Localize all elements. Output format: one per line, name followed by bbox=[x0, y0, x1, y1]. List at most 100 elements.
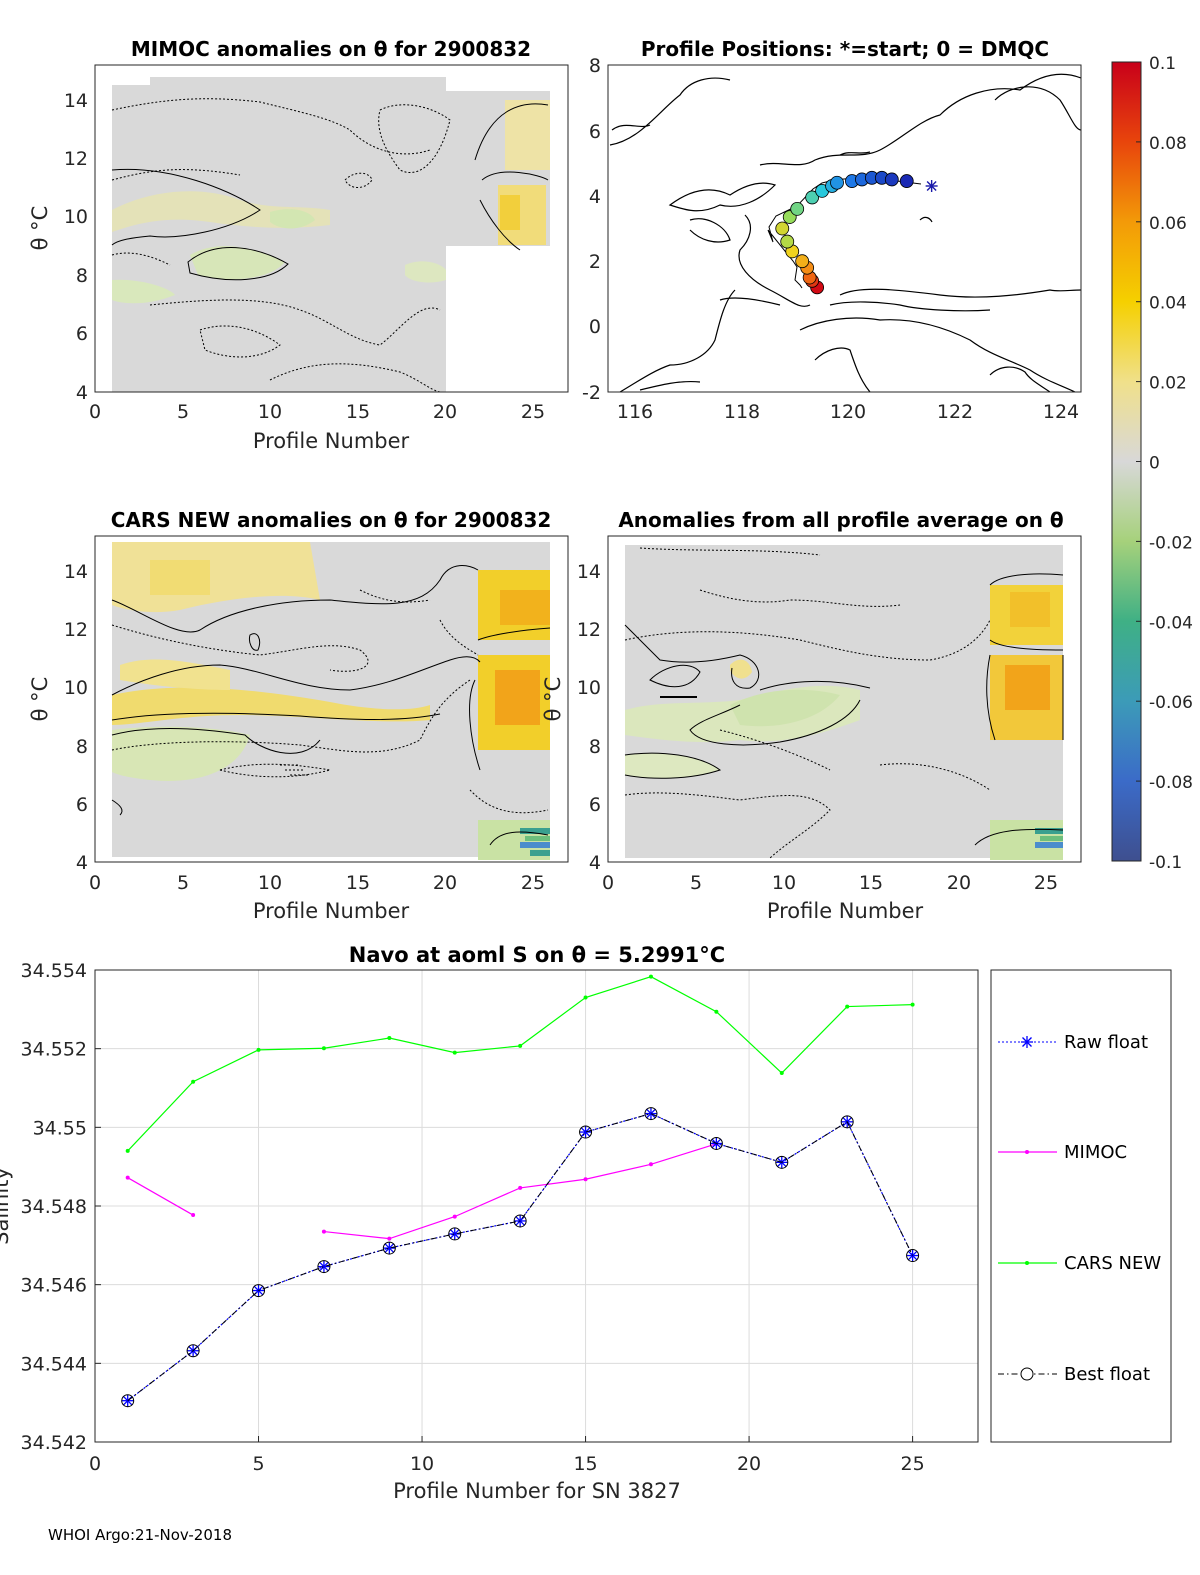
salinity-ytick-label: 34.548 bbox=[21, 1196, 87, 1218]
allprof-xticks: 0 5 10 15 20 25 bbox=[602, 872, 1058, 894]
mimoc-ytick: 8 bbox=[76, 265, 88, 287]
positions-ytick: 0 bbox=[589, 316, 601, 338]
cars-xtick: 10 bbox=[258, 872, 282, 894]
data-point-cars-new bbox=[714, 1009, 719, 1014]
mimoc-ylabel: θ °C bbox=[28, 206, 52, 251]
cars-axes-box bbox=[94, 535, 569, 863]
allprof-xtick: 0 bbox=[602, 872, 614, 894]
legend-label-mimoc: MIMOC bbox=[1064, 1142, 1127, 1163]
allprof-xtick: 25 bbox=[1034, 872, 1058, 894]
profile-position-marker bbox=[899, 174, 914, 188]
allprof-xtick: 20 bbox=[947, 872, 971, 894]
cars-ytick: 14 bbox=[64, 561, 88, 583]
cars-xlabel: Profile Number bbox=[253, 899, 410, 923]
salinity-xlabel: Profile Number for SN 3827 bbox=[393, 1479, 681, 1503]
legend-item-best-float: Best float bbox=[998, 1364, 1150, 1385]
allprof-ytick: 8 bbox=[589, 736, 601, 758]
positions-ytick: 8 bbox=[589, 55, 601, 77]
legend-label-best-float: Best float bbox=[1064, 1364, 1150, 1385]
colorbar-tick-label: -0.04 bbox=[1149, 613, 1193, 633]
data-point-best-float bbox=[775, 1155, 789, 1169]
cars-contours bbox=[111, 565, 551, 846]
series-line-best-float bbox=[127, 1113, 914, 1402]
profile-position-marker bbox=[805, 190, 820, 205]
data-point-cars-new bbox=[452, 1050, 457, 1055]
data-point-cars-new bbox=[779, 1071, 784, 1076]
data-point-mimoc bbox=[321, 1229, 326, 1234]
salinity-xtick-label: 5 bbox=[252, 1453, 264, 1475]
legend-item-mimoc: MIMOC bbox=[998, 1142, 1127, 1163]
salinity-ytick-label: 34.552 bbox=[21, 1039, 87, 1061]
mimoc-xtick: 15 bbox=[346, 401, 370, 423]
mimoc-panel: 0 5 10 15 20 25 4 6 8 10 12 14 MIMOC ano… bbox=[28, 37, 569, 453]
cars-ytick: 12 bbox=[64, 619, 88, 641]
circle-marker-icon bbox=[1020, 1367, 1034, 1381]
legend-box bbox=[990, 969, 1172, 1443]
data-point-cars-new bbox=[583, 995, 588, 1000]
data-point-cars-new bbox=[125, 1148, 130, 1153]
salinity-ytick-label: 34.542 bbox=[21, 1432, 87, 1454]
positions-ytick: 6 bbox=[589, 121, 601, 143]
salinity-ytick-label: 34.546 bbox=[21, 1275, 87, 1297]
mimoc-ytick: 12 bbox=[64, 148, 88, 170]
dot-marker-icon bbox=[1025, 1261, 1029, 1265]
colorbar-tick-label: -0.02 bbox=[1149, 533, 1193, 553]
data-point-cars-new bbox=[387, 1036, 392, 1041]
cars-xtick: 15 bbox=[346, 872, 370, 894]
mimoc-ytick: 6 bbox=[76, 323, 88, 345]
data-point-raw-float bbox=[448, 1227, 461, 1240]
data-point-best-float bbox=[906, 1249, 920, 1263]
salinity-legend: Raw float MIMOC CARS NEW Best float bbox=[990, 969, 1172, 1443]
data-point-raw-float bbox=[383, 1242, 396, 1255]
mimoc-xtick: 5 bbox=[177, 401, 189, 423]
mimoc-xtick: 0 bbox=[89, 401, 101, 423]
cars-heatmap bbox=[112, 542, 550, 860]
data-point-cars-new bbox=[321, 1046, 326, 1051]
salinity-xtick-label: 15 bbox=[573, 1453, 597, 1475]
data-point-mimoc bbox=[648, 1162, 653, 1167]
salinity-xtick-label: 25 bbox=[900, 1453, 924, 1475]
profile-position-marker bbox=[775, 221, 790, 236]
cars-ytick: 8 bbox=[76, 736, 88, 758]
data-point-mimoc bbox=[125, 1175, 130, 1180]
positions-plot-area bbox=[608, 65, 1081, 392]
positions-ytick: -2 bbox=[582, 382, 601, 404]
allprof-xtick: 10 bbox=[772, 872, 796, 894]
allprof-ylabel: θ °C bbox=[541, 677, 565, 722]
mimoc-xtick: 20 bbox=[433, 401, 457, 423]
cars-ytick: 4 bbox=[76, 852, 88, 874]
allprof-ytick: 4 bbox=[589, 852, 601, 874]
colorbar-ticks: 0.1 0.08 0.06 0.04 0.02 0 -0.02 -0.04 -0.06 -0.08… bbox=[1136, 54, 1193, 873]
data-point-mimoc bbox=[452, 1214, 457, 1219]
mimoc-xticks: 0 5 10 15 20 25 bbox=[89, 401, 545, 423]
salinity-series bbox=[121, 974, 920, 1408]
cars-xticks: 0 5 10 15 20 25 bbox=[89, 872, 545, 894]
mimoc-yticks: 4 6 8 10 12 14 bbox=[64, 90, 88, 404]
data-point-best-float bbox=[513, 1214, 527, 1228]
allprof-yticks: 4 6 8 10 12 14 bbox=[577, 561, 601, 874]
salinity-ylabel: Salinity bbox=[0, 1167, 13, 1245]
allprof-title: Anomalies from all profile average on θ bbox=[618, 508, 1063, 532]
mimoc-axes-box bbox=[94, 64, 569, 393]
data-point-cars-new bbox=[648, 974, 653, 979]
cars-xtick: 0 bbox=[89, 872, 101, 894]
profile-position-marker bbox=[780, 234, 795, 249]
mimoc-title: MIMOC anomalies on θ for 2900832 bbox=[131, 37, 531, 61]
cars-ytick: 10 bbox=[64, 677, 88, 699]
data-point-cars-new bbox=[191, 1079, 196, 1084]
legend-label-cars-new: CARS NEW bbox=[1064, 1253, 1161, 1274]
data-point-mimoc bbox=[191, 1213, 196, 1218]
colorbar-tick-label: 0.06 bbox=[1149, 214, 1187, 234]
salinity-ticks: 0 5 10 15 20 25 34.542 34.544 34.546 34.548 34.55 3… bbox=[21, 960, 925, 1475]
data-point-best-float bbox=[186, 1344, 200, 1358]
allprof-panel: 0 5 10 15 20 25 4 6 8 10 12 14 Anomalies… bbox=[541, 508, 1082, 923]
positions-ytick: 4 bbox=[589, 186, 601, 208]
legend-item-raw-float: Raw float bbox=[998, 1032, 1148, 1053]
colorbar: 0.1 0.08 0.06 0.04 0.02 0 -0.02 -0.04 -0.06 -0.08… bbox=[1111, 54, 1193, 873]
allprof-contours bbox=[624, 573, 1064, 846]
cars-ylabel: θ °C bbox=[28, 677, 52, 722]
salinity-xtick-label: 10 bbox=[410, 1453, 434, 1475]
salinity-title: Navo at aoml S on θ = 5.2991°C bbox=[349, 943, 725, 967]
data-point-raw-float bbox=[579, 1126, 592, 1139]
salinity-ytick-label: 34.544 bbox=[21, 1353, 87, 1375]
